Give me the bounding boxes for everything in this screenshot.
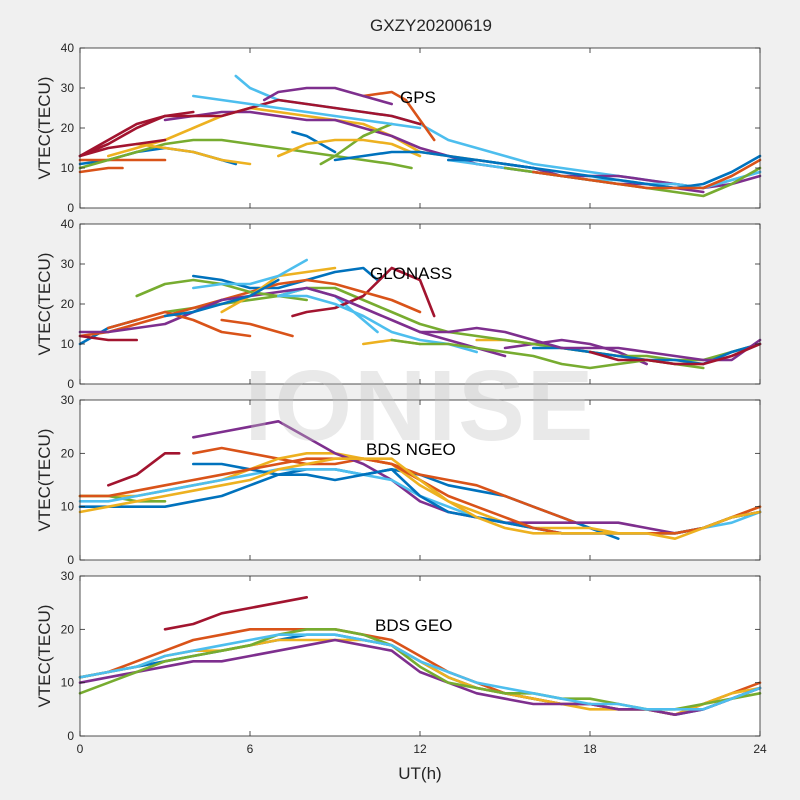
y-tick-label: 20 bbox=[61, 297, 75, 311]
y-tick-label: 0 bbox=[67, 553, 74, 567]
panel-label: GPS bbox=[400, 88, 436, 107]
y-tick-label: 10 bbox=[61, 676, 75, 690]
series-line bbox=[277, 138, 422, 158]
x-tick-label: 12 bbox=[413, 742, 427, 756]
series-line bbox=[333, 150, 535, 170]
series-line bbox=[78, 138, 413, 170]
series-line bbox=[192, 266, 379, 290]
panel-label: BDS NGEO bbox=[366, 440, 456, 459]
y-tick-label: 20 bbox=[61, 622, 75, 636]
x-tick-label: 6 bbox=[247, 742, 254, 756]
panel-label: GLONASS bbox=[370, 264, 452, 283]
panel-2: 0 10 20 30 VTEC(TECU) BDS NGEO bbox=[35, 393, 762, 567]
series-line bbox=[78, 334, 138, 342]
series-line bbox=[107, 310, 252, 338]
panel-label: BDS GEO bbox=[375, 616, 452, 635]
series-line bbox=[418, 326, 762, 362]
y-axis-label: VTEC(TECU) bbox=[35, 77, 54, 180]
y-tick-label: 30 bbox=[61, 81, 75, 95]
x-tick-label: 0 bbox=[77, 742, 84, 756]
y-tick-label: 30 bbox=[61, 393, 75, 407]
series-line bbox=[362, 90, 436, 142]
watermark-text: IONISE bbox=[245, 350, 596, 462]
figure-title: GXZY20200619 bbox=[370, 16, 492, 35]
series-line bbox=[503, 338, 648, 366]
series-line bbox=[220, 318, 294, 338]
y-tick-label: 10 bbox=[61, 500, 75, 514]
series-line bbox=[319, 122, 393, 166]
x-axis-label: UT(h) bbox=[398, 764, 441, 783]
panel-1: 0 10 20 30 40 VTEC(TECU) GLONASS bbox=[35, 217, 762, 391]
panel-3: 0 6 12 18 24 0 10 20 30 VTEC(TECU) BDS GEO bbox=[35, 569, 767, 756]
series-line bbox=[192, 94, 422, 130]
series-line bbox=[78, 166, 124, 174]
series-line bbox=[78, 457, 762, 540]
series-line bbox=[78, 286, 507, 358]
series-line bbox=[163, 286, 762, 362]
series-line bbox=[78, 98, 422, 158]
series-line bbox=[588, 342, 762, 366]
x-tick-label: 24 bbox=[753, 742, 767, 756]
series-line bbox=[78, 110, 195, 158]
y-axis-label: VTEC(TECU) bbox=[35, 429, 54, 532]
y-tick-label: 40 bbox=[61, 217, 75, 231]
series-line bbox=[262, 86, 393, 106]
x-tick-label: 18 bbox=[583, 742, 597, 756]
y-tick-label: 10 bbox=[61, 161, 75, 175]
y-tick-label: 0 bbox=[67, 729, 74, 743]
series-line bbox=[291, 266, 436, 318]
y-axis-label: VTEC(TECU) bbox=[35, 605, 54, 708]
series-line bbox=[532, 158, 762, 190]
series-line bbox=[192, 258, 308, 290]
series-line bbox=[135, 142, 252, 166]
series-line bbox=[78, 138, 167, 158]
y-tick-label: 0 bbox=[67, 377, 74, 391]
y-tick-label: 20 bbox=[61, 446, 75, 460]
y-tick-label: 10 bbox=[61, 337, 75, 351]
series-line bbox=[107, 452, 181, 487]
y-tick-label: 0 bbox=[67, 201, 74, 215]
y-tick-label: 30 bbox=[61, 569, 75, 583]
y-axis-label: VTEC(TECU) bbox=[35, 253, 54, 356]
panel-0: 0 10 20 30 40 VTEC(TECU) GPS bbox=[35, 41, 762, 215]
series-line bbox=[163, 278, 280, 318]
y-tick-label: 20 bbox=[61, 121, 75, 135]
y-tick-label: 40 bbox=[61, 41, 75, 55]
y-tick-label: 30 bbox=[61, 257, 75, 271]
series-line bbox=[163, 596, 308, 631]
series-line bbox=[78, 633, 762, 711]
panels: 0 10 20 30 40 VTEC(TECU) GPS 0 10 20 30 40 VTEC(TECU… bbox=[35, 41, 767, 756]
plot-area bbox=[80, 224, 760, 384]
series-line bbox=[291, 130, 337, 154]
